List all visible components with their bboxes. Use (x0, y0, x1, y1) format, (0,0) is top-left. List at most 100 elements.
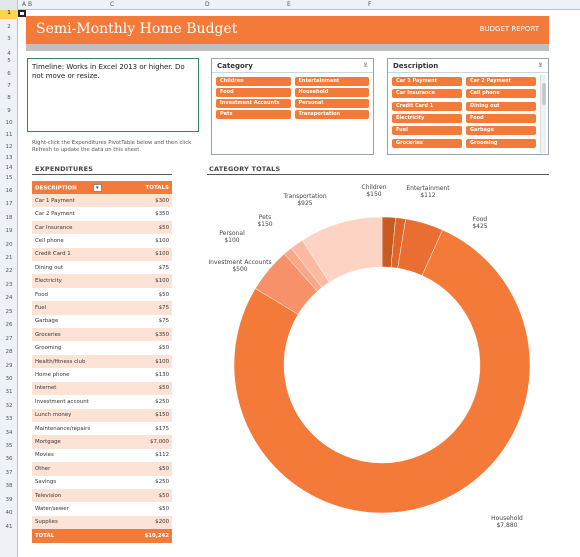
row-number[interactable]: 4 (7, 51, 11, 57)
row-number[interactable]: 25 (5, 309, 13, 315)
row-number[interactable]: 33 (5, 416, 13, 422)
table-row[interactable]: Mortgage $7,000 (32, 435, 172, 449)
table-row[interactable]: Water/sewer $50 (32, 502, 172, 515)
row-number[interactable]: 5 (7, 58, 11, 64)
table-row[interactable]: Food $50 (32, 288, 172, 301)
row-number[interactable]: 12 (5, 144, 13, 150)
table-row[interactable]: Electricity $100 (32, 274, 172, 288)
filter-dropdown-icon[interactable]: ▾ (92, 183, 102, 192)
table-row[interactable]: Car 2 Payment $350 (32, 207, 172, 220)
row-number[interactable]: 9 (7, 108, 11, 114)
row-number[interactable]: 27 (5, 336, 13, 342)
row-number[interactable]: 36 (5, 456, 13, 462)
slicer-item[interactable]: Investment Accounts (216, 99, 291, 108)
row-number[interactable]: 38 (5, 483, 13, 489)
row-number[interactable]: 2 (7, 24, 11, 30)
row-number[interactable]: 35 (5, 443, 13, 449)
row-number[interactable]: 3 (7, 36, 11, 42)
slicer-item[interactable]: Food (466, 113, 536, 123)
table-row[interactable]: Car 1 Payment $300 (32, 194, 172, 208)
timeline-placeholder[interactable]: Timeline: Works in Excel 2013 or higher.… (27, 58, 199, 132)
slicer-item[interactable]: Cell phone (466, 89, 536, 99)
slicer-item[interactable]: Entertainment (294, 77, 369, 86)
table-row[interactable]: Fuel $75 (32, 301, 172, 315)
slicer-item[interactable]: Children (216, 77, 291, 86)
table-row[interactable]: Investment account $250 (32, 395, 172, 408)
table-row[interactable]: Internet $50 (32, 381, 172, 396)
slicer-item[interactable]: Car 1 Payment (392, 77, 462, 86)
row-number[interactable]: 40 (5, 510, 13, 516)
slicer-item[interactable]: Car Insurance (392, 89, 462, 99)
slicer-item[interactable]: Food (216, 88, 291, 97)
column-letter[interactable]: B (28, 1, 33, 8)
slicer-item[interactable]: Household (294, 88, 369, 97)
slicer-item[interactable]: Groceries (392, 138, 462, 148)
row-number[interactable]: 23 (5, 282, 13, 288)
column-letter[interactable]: D (205, 1, 210, 8)
table-row[interactable]: Lunch money $150 (32, 408, 172, 422)
scrollbar-thumb[interactable] (542, 83, 546, 105)
category-doughnut-chart[interactable] (195, 175, 555, 557)
select-all-corner[interactable] (0, 0, 18, 10)
row-number[interactable]: 6 (7, 71, 11, 77)
column-letter[interactable]: E (287, 1, 291, 8)
row-number[interactable]: 1 (0, 10, 18, 19)
table-row[interactable]: Home phone $130 (32, 368, 172, 381)
table-row[interactable]: Health/fitness club $100 (32, 354, 172, 369)
row-number[interactable]: 15 (5, 175, 13, 181)
description-slicer[interactable]: Description ⊻ Car 1 Payment Car 2 Payment… (387, 58, 549, 155)
row-number[interactable]: 24 (5, 295, 13, 301)
row-number[interactable]: 14 (5, 165, 13, 171)
row-number[interactable]: 16 (5, 188, 13, 194)
category-totals-chart[interactable]: Children $150 Entertainment $112 Food $425 Hou… (195, 175, 555, 557)
slicer-item[interactable]: Electricity (392, 113, 462, 123)
table-row[interactable]: Supplies $200 (32, 515, 172, 530)
active-cell-cursor[interactable] (18, 10, 26, 17)
row-number[interactable]: 28 (5, 349, 13, 355)
slicer-item[interactable]: Personal (294, 99, 369, 108)
row-number[interactable]: 11 (5, 132, 13, 138)
row-number[interactable]: 34 (5, 430, 13, 436)
row-number[interactable]: 29 (5, 363, 13, 369)
slicer-item[interactable]: Dining out (466, 101, 536, 111)
column-letter[interactable]: F (368, 1, 372, 8)
table-row[interactable]: Television $50 (32, 488, 172, 503)
table-row[interactable]: Credit Card 1 $100 (32, 247, 172, 262)
table-row[interactable]: Grooming $50 (32, 341, 172, 354)
slicer-item[interactable]: Credit Card 1 (392, 101, 462, 111)
row-number[interactable]: 39 (5, 497, 13, 503)
slicer-item[interactable]: Car 2 Payment (466, 77, 536, 86)
row-number[interactable]: 17 (5, 201, 13, 207)
column-letter[interactable]: A (22, 1, 27, 8)
row-number[interactable]: 37 (5, 470, 13, 476)
row-number[interactable]: 13 (5, 155, 13, 161)
description-column-header[interactable]: DESCRIPTION ▾ (32, 181, 131, 194)
table-row[interactable]: Other $50 (32, 462, 172, 476)
slicer-item[interactable]: Grooming (466, 138, 536, 148)
row-number[interactable]: 10 (5, 120, 13, 126)
row-number[interactable]: 7 (7, 83, 11, 89)
slicer-item[interactable]: Garbage (466, 126, 536, 136)
category-slicer[interactable]: Category ⊻ Children Entertainment Food Hous… (211, 58, 374, 155)
row-number[interactable]: 32 (5, 403, 13, 409)
row-number[interactable]: 19 (5, 228, 13, 234)
slice-household[interactable] (233, 229, 531, 514)
row-number[interactable]: 30 (5, 376, 13, 382)
row-number[interactable]: 31 (5, 389, 13, 395)
slicer-item[interactable]: Transportation (294, 110, 369, 119)
table-row[interactable]: Dining out $75 (32, 261, 172, 274)
slicer-item[interactable]: Fuel (392, 126, 462, 136)
filter-clear-icon[interactable]: ⊻ (538, 62, 543, 69)
table-row[interactable]: Cell phone $100 (32, 234, 172, 247)
column-letter[interactable]: C (110, 1, 115, 8)
slicer-item[interactable]: Pets (216, 110, 291, 119)
row-number[interactable]: 20 (5, 242, 13, 248)
table-row[interactable]: Garbage $75 (32, 315, 172, 328)
slice-transportation[interactable] (302, 216, 383, 283)
row-number[interactable]: 41 (5, 524, 13, 530)
slicer-scrollbar[interactable] (540, 75, 546, 153)
row-number[interactable]: 18 (5, 215, 13, 221)
expenditures-pivot-table[interactable]: DESCRIPTION ▾ TOTALS Car 1 Payment $300 Car… (32, 181, 172, 543)
row-number[interactable]: 8 (7, 95, 11, 101)
filter-clear-icon[interactable]: ⊻ (363, 62, 368, 69)
